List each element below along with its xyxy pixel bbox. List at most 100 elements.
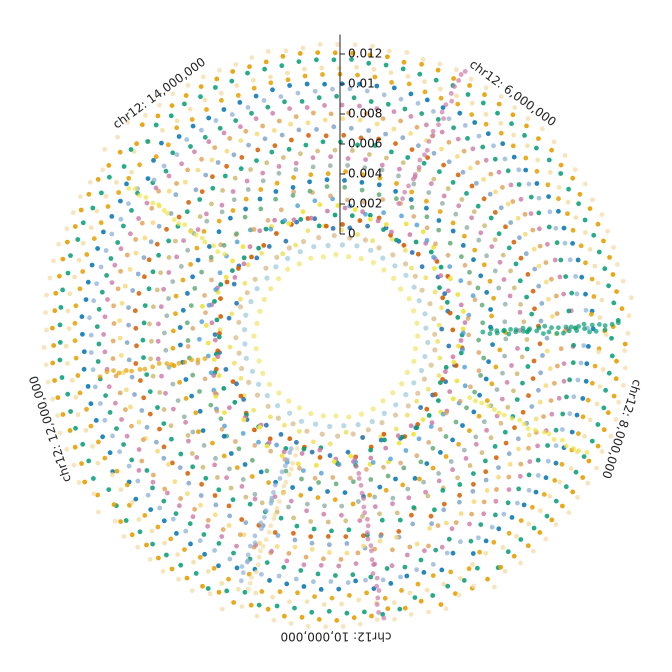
- data-point: [201, 532, 207, 537]
- data-point: [458, 302, 464, 308]
- data-point: [112, 518, 118, 524]
- data-point: [400, 135, 406, 141]
- data-point: [206, 139, 212, 145]
- data-point: [470, 293, 476, 299]
- data-point: [276, 118, 282, 124]
- data-point: [182, 547, 187, 552]
- data-point: [189, 588, 195, 593]
- data-point: [290, 193, 296, 198]
- data-point: [445, 186, 451, 192]
- data-point: [147, 321, 152, 327]
- data-point: [438, 264, 444, 270]
- data-point: [102, 349, 108, 355]
- data-point: [361, 199, 367, 205]
- data-point: [325, 208, 330, 214]
- data-point: [155, 524, 161, 530]
- data-point: [519, 354, 525, 360]
- data-point: [454, 378, 460, 384]
- data-point: [318, 470, 324, 476]
- data-point: [288, 621, 294, 626]
- data-point: [368, 216, 373, 222]
- data-point: [430, 573, 436, 578]
- data-point: [80, 240, 86, 246]
- data-point: [228, 215, 233, 221]
- data-point: [472, 297, 478, 303]
- data-point: [443, 369, 448, 375]
- data-point: [416, 143, 421, 149]
- data-point: [140, 337, 146, 343]
- data-point: [510, 143, 516, 149]
- data-point: [523, 251, 529, 257]
- data-point: [482, 223, 487, 229]
- data-point: [119, 353, 124, 358]
- data-point: [147, 557, 153, 562]
- data-point: [511, 239, 517, 245]
- outlier-point: [576, 324, 581, 329]
- data-point: [446, 159, 452, 165]
- data-point: [236, 586, 241, 592]
- data-point: [166, 255, 172, 260]
- data-point: [325, 489, 330, 494]
- data-point: [471, 257, 476, 263]
- data-point: [318, 562, 324, 568]
- data-point: [55, 413, 61, 418]
- data-point: [441, 193, 447, 199]
- data-point: [340, 116, 345, 122]
- data-point: [314, 57, 319, 63]
- data-point: [481, 511, 487, 517]
- data-point: [91, 476, 96, 481]
- data-point: [190, 123, 196, 129]
- data-point: [283, 468, 289, 474]
- data-point: [282, 99, 287, 105]
- data-point: [95, 246, 100, 251]
- data-point: [447, 264, 453, 269]
- data-point: [291, 530, 296, 536]
- outlier-point: [473, 398, 478, 404]
- outlier-point: [521, 421, 527, 427]
- data-point: [482, 92, 487, 98]
- data-point: [364, 590, 369, 596]
- data-point: [409, 512, 414, 518]
- data-point: [253, 590, 259, 596]
- data-point: [432, 392, 438, 397]
- data-point: [496, 169, 502, 175]
- data-point: [253, 346, 259, 352]
- data-point: [455, 315, 461, 320]
- data-point: [577, 191, 583, 197]
- outlier-point: [293, 453, 298, 458]
- data-point: [518, 537, 524, 542]
- data-point: [390, 547, 395, 553]
- data-point: [311, 110, 316, 116]
- data-point: [471, 583, 476, 589]
- data-point: [448, 569, 454, 575]
- data-point: [430, 593, 436, 598]
- outlier-point: [439, 109, 445, 115]
- data-point: [204, 323, 209, 328]
- data-point: [295, 461, 301, 467]
- radial-tick-label: 0.006: [348, 137, 382, 151]
- data-point: [421, 479, 426, 485]
- data-point: [367, 152, 372, 157]
- data-point: [567, 377, 572, 383]
- data-point: [505, 500, 511, 506]
- data-point: [147, 411, 153, 417]
- data-point: [376, 182, 382, 188]
- data-point: [418, 459, 424, 465]
- data-point: [409, 189, 415, 195]
- data-point: [436, 322, 442, 328]
- data-point: [571, 394, 577, 400]
- data-point: [429, 420, 435, 426]
- data-point: [252, 491, 258, 497]
- data-point: [522, 231, 528, 237]
- data-point: [115, 134, 120, 140]
- data-point: [567, 257, 573, 263]
- outlier-point: [486, 403, 492, 409]
- data-point: [622, 365, 628, 371]
- data-point: [341, 132, 347, 138]
- data-point: [305, 623, 311, 629]
- data-point: [422, 353, 428, 360]
- data-point: [488, 171, 494, 177]
- data-point: [359, 187, 365, 193]
- data-point: [216, 589, 222, 595]
- outlier-point: [546, 431, 552, 437]
